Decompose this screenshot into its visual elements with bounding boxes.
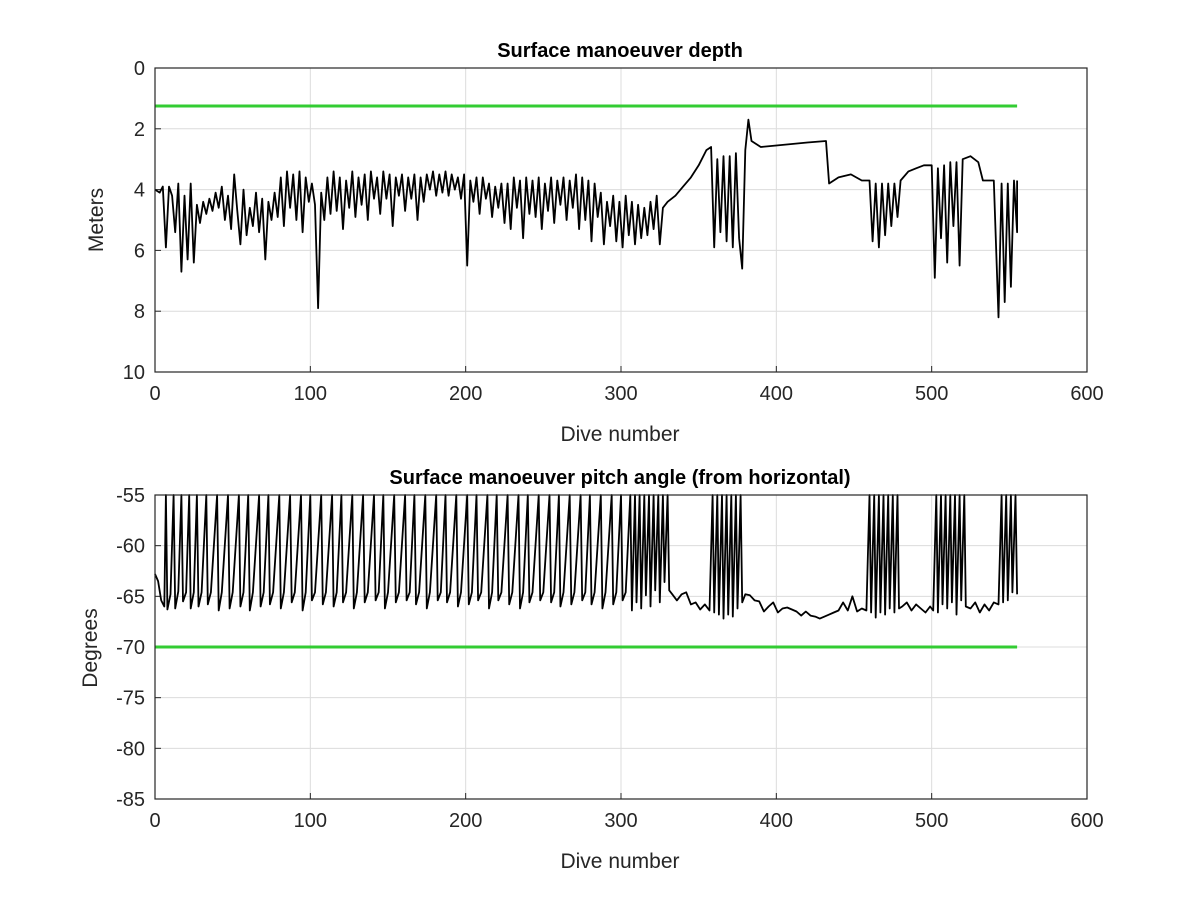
pitch-x-tick-label: 500	[915, 810, 948, 832]
depth-y-tick-label: 2	[134, 119, 145, 141]
depth-y-tick-label: 4	[134, 180, 145, 202]
depth-x-axis-label: Dive number	[560, 423, 679, 446]
depth-x-tick-label: 500	[915, 383, 948, 405]
depth-y-tick-label: 10	[123, 362, 145, 384]
pitch-axes: 0 100 200 300 400 500 600 -55 -60 -65 -70 -75 -80 -85…	[79, 467, 1104, 873]
depth-axes: 0 100 200 300 400 500 600 0 2 4 6 8 10 Surface manoeu…	[85, 40, 1104, 446]
pitch-axes-box	[154, 494, 1088, 800]
pitch-y-tick-label: -60	[116, 536, 145, 558]
pitch-chart-title: Surface manoeuver pitch angle (from hori…	[389, 467, 850, 489]
pitch-x-tick-label: 0	[149, 810, 160, 832]
depth-data-series	[154, 118, 1018, 319]
pitch-y-tick-label: -80	[116, 738, 145, 760]
pitch-x-tick-label: 100	[294, 810, 327, 832]
pitch-x-axis-label: Dive number	[560, 850, 679, 873]
pitch-y-axis-label: Degrees	[79, 608, 102, 687]
pitch-y-tick-label: -65	[116, 586, 145, 608]
depth-x-tick-label: 200	[449, 383, 482, 405]
depth-x-tick-label: 0	[149, 383, 160, 405]
pitch-x-tick-label: 200	[449, 810, 482, 832]
depth-y-tick-label: 8	[134, 301, 145, 323]
pitch-y-tick-label: -75	[116, 688, 145, 710]
depth-chart-title: Surface manoeuver depth	[497, 40, 743, 62]
depth-x-tick-label: 100	[294, 383, 327, 405]
pitch-x-tick-label: 300	[604, 810, 637, 832]
pitch-y-tick-label: -85	[116, 789, 145, 811]
pitch-x-tick-label: 400	[760, 810, 793, 832]
depth-y-tick-label: 6	[134, 240, 145, 262]
depth-x-tick-label: 300	[604, 383, 637, 405]
depth-x-tick-label: 600	[1070, 383, 1103, 405]
pitch-y-tick-label: -70	[116, 637, 145, 659]
depth-axes-box	[154, 67, 1088, 373]
pitch-x-tick-label: 600	[1070, 810, 1103, 832]
depth-y-axis-label: Meters	[85, 188, 108, 252]
depth-y-tick-label: 0	[134, 58, 145, 80]
pitch-y-tick-label: -55	[116, 485, 145, 507]
depth-x-tick-label: 400	[760, 383, 793, 405]
